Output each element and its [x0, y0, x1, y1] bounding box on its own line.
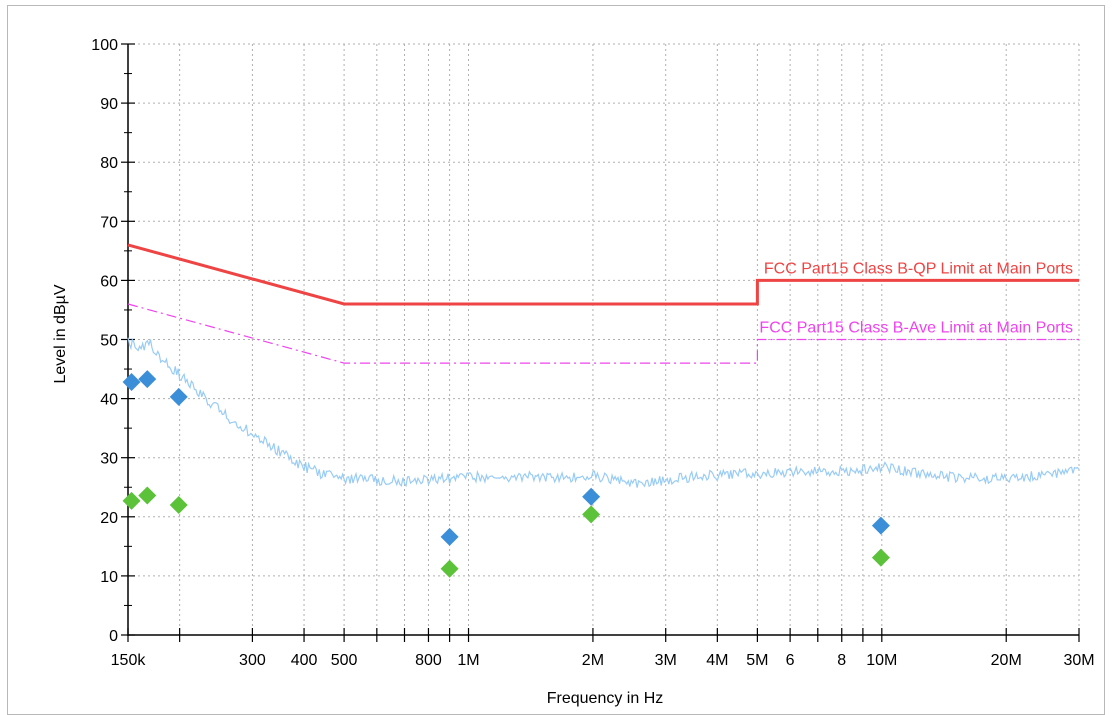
markers [122, 370, 890, 578]
x-tick-label: 800 [415, 652, 442, 669]
y-tick-label: 90 [100, 96, 118, 113]
y-axis-title: Level in dBµV [52, 284, 69, 383]
x-axis-title: Frequency in Hz [547, 690, 664, 707]
y-tick-label: 60 [100, 273, 118, 290]
y-tick-label: 70 [100, 214, 118, 231]
grid [127, 43, 1080, 636]
x-tick-label: 3M [655, 652, 677, 669]
x-tick-label: 2M [582, 652, 604, 669]
measurement-trace [127, 337, 1080, 488]
y-tick-label: 50 [100, 333, 118, 350]
data-marker [871, 516, 890, 535]
y-tick-label: 100 [91, 37, 118, 54]
data-marker [122, 373, 141, 392]
x-tick-label: 400 [291, 652, 318, 669]
x-tick-label: 30M [1063, 652, 1094, 669]
data-marker [138, 370, 157, 389]
x-tick-label: 500 [331, 652, 358, 669]
x-tick-label: 20M [991, 652, 1022, 669]
x-tick-label: 6 [786, 652, 795, 669]
data-marker [122, 491, 141, 510]
qp-limit-line [127, 243, 1079, 306]
x-tick-label: 10M [866, 652, 897, 669]
data-marker [871, 548, 890, 567]
x-tick-label: 8 [837, 652, 846, 669]
y-tick-label: 30 [100, 451, 118, 468]
ave-limit-label: FCC Part15 Class B-Ave Limit at Main Por… [759, 320, 1073, 337]
x-tick-label: 1M [457, 652, 479, 669]
chart-frame [7, 5, 1105, 715]
x-tick-label: 4M [706, 652, 728, 669]
x-tick-label: 150k [111, 652, 147, 669]
ave-limit-line [127, 303, 1079, 364]
y-tick-label: 0 [109, 628, 118, 645]
y-tick-label: 40 [100, 392, 118, 409]
series-layer [127, 337, 1080, 488]
data-marker [138, 486, 157, 505]
x-tick-label: 5M [746, 652, 768, 669]
y-tick-label: 80 [100, 155, 118, 172]
data-marker [440, 527, 459, 546]
qp-limit-label: FCC Part15 Class B-QP Limit at Main Port… [764, 260, 1073, 277]
limit-lines: FCC Part15 Class B-QP Limit at Main Port… [127, 243, 1079, 364]
data-marker [440, 559, 459, 578]
data-marker [582, 505, 601, 524]
data-marker [582, 487, 601, 506]
axes: 0 10 20 30 40 50 60 70 80 90 100 150k 300 400 500 800 1M… [91, 37, 1094, 669]
data-marker [169, 387, 188, 406]
x-tick-label: 300 [239, 652, 266, 669]
data-marker [169, 495, 188, 514]
y-tick-label: 20 [100, 510, 118, 527]
y-tick-label: 10 [100, 569, 118, 586]
